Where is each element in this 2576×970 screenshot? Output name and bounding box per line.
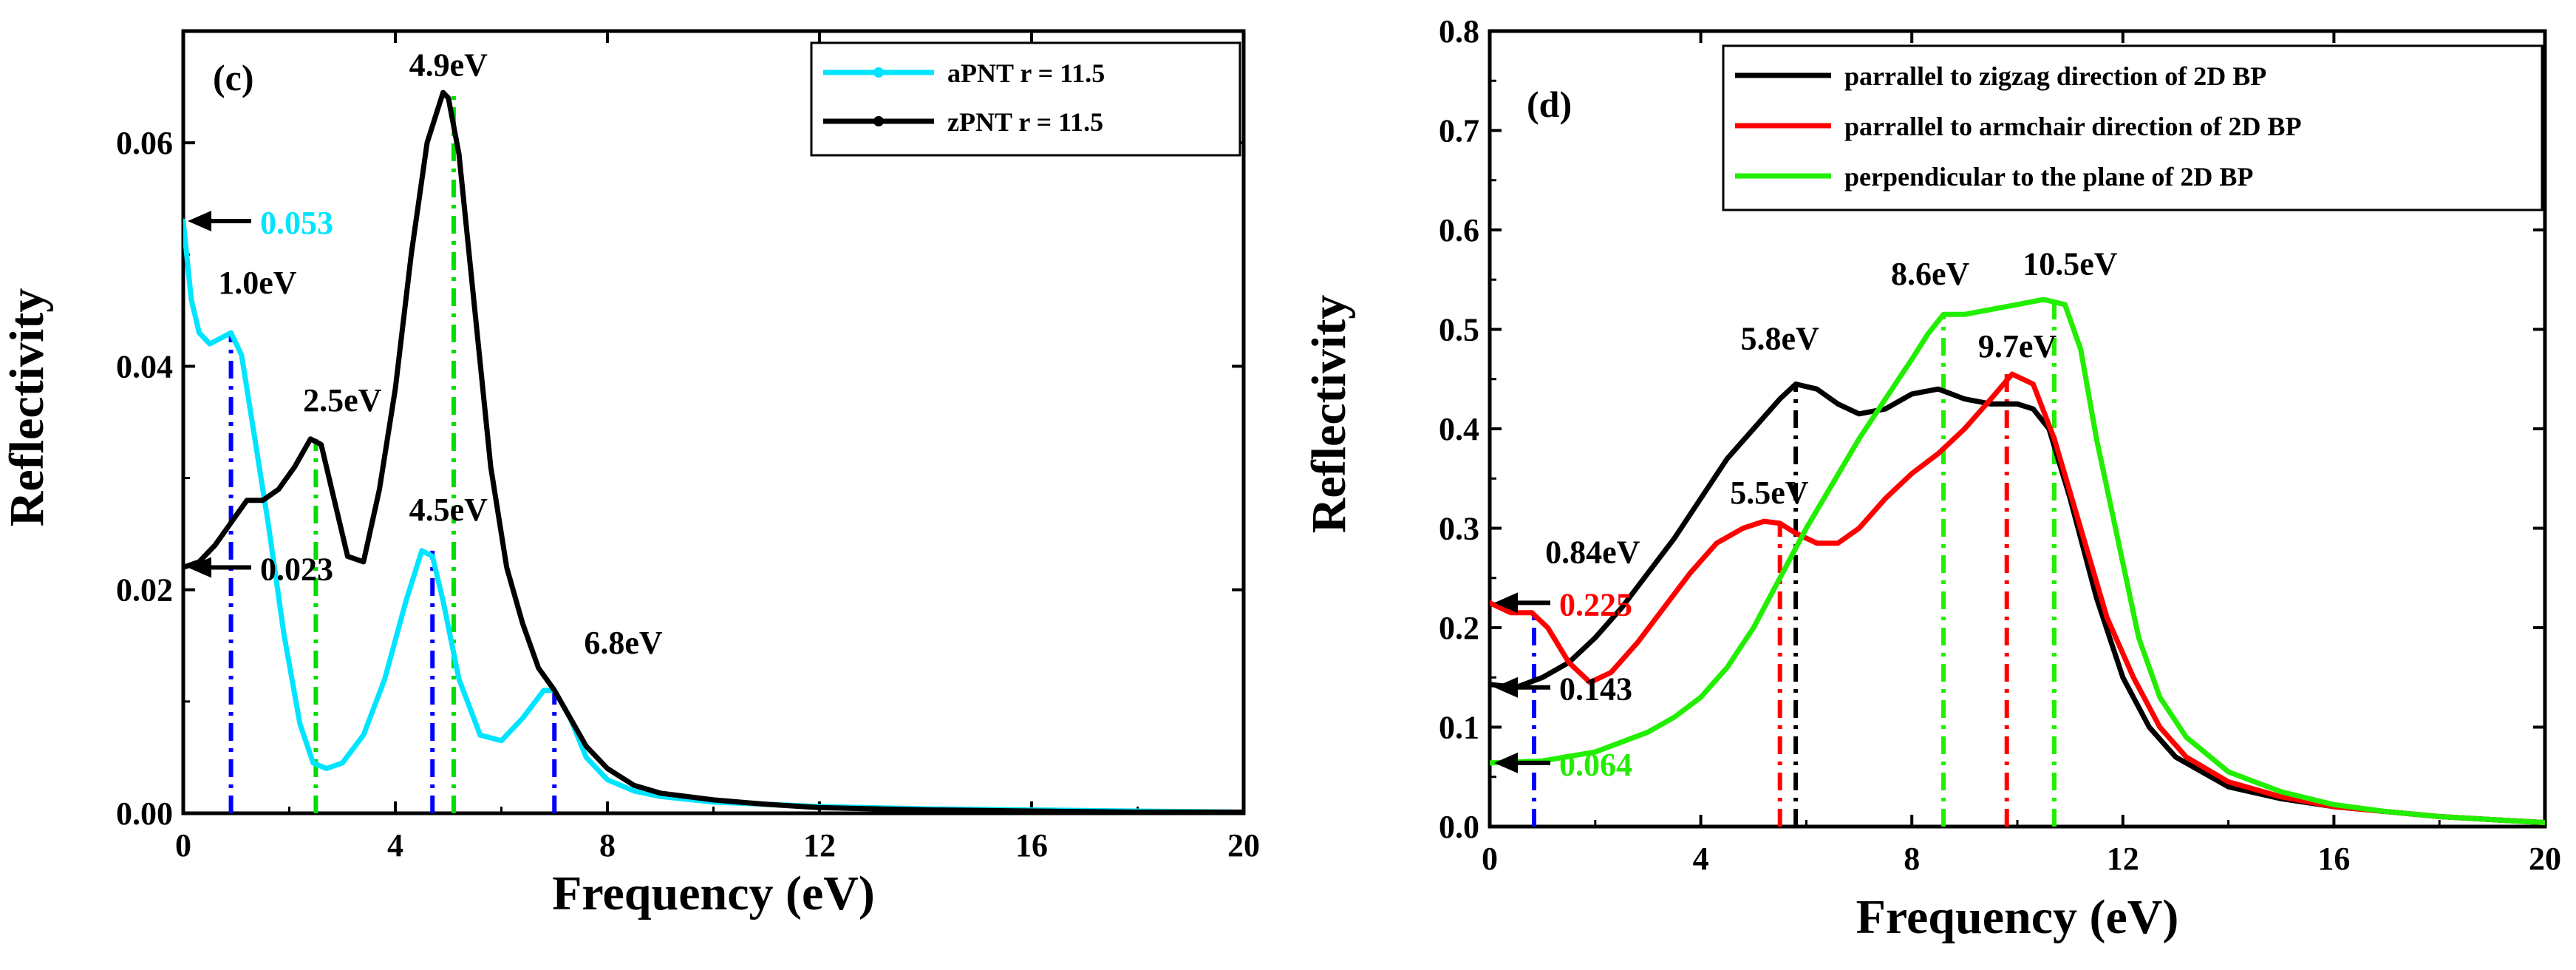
peak-annotation: 5.5eV [1730,475,1809,511]
peak-annotation: 0.84eV [1545,535,1640,571]
arrow-value-label: 0.053 [260,205,333,241]
arrow-value-label: 0.143 [1559,671,1632,708]
legend-label-1: parrallel to armchair direction of 2D BP [1844,112,2302,141]
legend: aPNT r = 11.5 zPNT r = 11.5 [810,41,1241,157]
series-line-0 [183,218,1244,813]
y-tick-label: 0.8 [1439,13,1479,50]
y-tick-label: 0.1 [1439,710,1479,746]
x-tick-label: 8 [1904,841,1920,877]
series-line-1 [183,89,1244,813]
arrow-head [1494,676,1518,698]
series-line-2 [1490,296,2545,826]
x-tick-label: 12 [803,827,836,864]
y-axis-title: Reflectivity [1302,295,1356,534]
arrow-head [1494,752,1518,773]
arrow-value-label: 0.225 [1559,586,1632,623]
arrow-head [1494,592,1518,614]
legend-box [810,41,1241,157]
data-layer [183,89,1244,813]
peak-annotation: 4.5eV [409,492,488,528]
x-tick-label: 4 [387,827,403,864]
x-tick-label: 12 [2107,841,2139,877]
x-axis-title: Frequency (eV) [552,866,875,920]
y-tick-label: 0.7 [1439,113,1479,149]
series-line-1 [1490,371,2545,826]
legend: parrallel to zigzag direction of 2D BP pa… [1722,44,2543,211]
y-tick-label: 0.02 [116,572,173,608]
peak-annotation: 5.8eV [1741,320,1820,356]
legend-label-0: aPNT r = 11.5 [947,58,1105,88]
series-line-0 [1490,381,2545,826]
x-axis-title: Frequency (eV) [1856,890,2179,944]
x-tick-label: 16 [2317,841,2350,877]
x-tick-label: 20 [1227,827,1260,864]
legend-box [1722,44,2543,211]
panel-c-reflectivity: 0 4 8 12 16 20 0.00 0.02 0.04 0.06 Frequency (eV) R… [0,29,1260,920]
peak-annotation: 9.7eV [1978,328,2057,364]
panel-d-reflectivity: 0 4 8 12 16 20 0.0 0.1 0.2 0.3 0.4 0.5 0.6 0.7 0.8 Freq… [1302,13,2561,944]
x-tick-label: 4 [1693,841,1709,877]
panel-label: (d) [1527,84,1572,125]
y-axis-title: Reflectivity [0,288,54,527]
y-tick-label: 0.4 [1439,411,1479,447]
x-tick-label: 20 [2529,841,2561,877]
x-tick-label: 0 [175,827,191,864]
peak-annotation: 1.0eV [218,265,297,301]
y-tick-label: 0.5 [1439,312,1479,348]
peak-annotation: 6.8eV [584,625,663,661]
legend-marker-0 [873,67,884,78]
data-layer [1490,296,2545,827]
arrow-value-label: 0.023 [260,551,333,587]
legend-marker-1 [873,116,884,126]
x-tick-label: 16 [1015,827,1048,864]
y-tick-label: 0.0 [1439,809,1479,845]
y-tick-label: 0.2 [1439,610,1479,646]
peak-annotation: 2.5eV [303,382,382,418]
arrow-head [188,210,211,231]
arrow-head [188,557,211,578]
y-tick-label: 0.00 [116,796,173,832]
y-tick-label: 0.6 [1439,212,1479,248]
x-tick-label: 0 [1482,841,1498,877]
peak-annotation: 4.9eV [409,47,488,83]
arrow-value-label: 0.064 [1559,747,1632,783]
legend-label-2: perpendicular to the plane of 2D BP [1844,162,2253,191]
peak-annotation: 10.5eV [2023,246,2118,282]
legend-label-0: parrallel to zigzag direction of 2D BP [1844,61,2266,91]
legend-label-1: zPNT r = 11.5 [947,107,1103,137]
peak-annotation: 8.6eV [1891,256,1970,292]
x-tick-label: 8 [599,827,616,864]
panel-label: (c) [213,57,254,98]
y-tick-label: 0.3 [1439,511,1479,547]
y-tick-label: 0.04 [116,348,173,384]
y-tick-label: 0.06 [116,125,173,161]
